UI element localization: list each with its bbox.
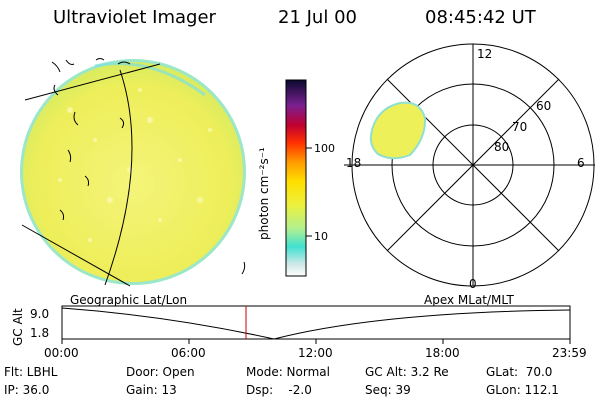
earth-disk-image <box>20 58 246 287</box>
altplot-x-tick: 12:00 <box>298 346 333 360</box>
altplot-x-tick: 18:00 <box>425 346 460 360</box>
polar-label-60: 60 <box>536 99 552 113</box>
info-gain: Gain: 13 <box>126 383 177 397</box>
colorbar <box>285 79 312 277</box>
info-dsp: Dsp: -2.0 <box>246 383 312 397</box>
time-label: 08:45:42 UT <box>425 7 536 28</box>
info-glat: GLat: 70.0 <box>486 365 553 379</box>
info-ip: IP: 36.0 <box>4 383 50 397</box>
altitude-plot <box>61 305 571 344</box>
polar-label-12: 12 <box>477 47 493 61</box>
polar-label-18: 18 <box>346 156 362 170</box>
info-seq: Seq: 39 <box>365 383 411 397</box>
altplot-x-tick: 00:00 <box>44 346 79 360</box>
polar-label-70: 70 <box>512 120 528 134</box>
altplot-x-tick: 23:59 <box>552 346 587 360</box>
altplot-left-title: Geographic Lat/Lon <box>70 293 188 307</box>
polar-plot <box>344 43 595 287</box>
altplot-x-tick: 06:00 <box>171 346 206 360</box>
colorbar-unit-label: photon cm⁻²s⁻¹ <box>257 147 271 240</box>
date-label: 21 Jul 00 <box>278 7 357 28</box>
polar-label-6: 6 <box>577 156 585 170</box>
instrument-title: Ultraviolet Imager <box>53 7 216 28</box>
colorbar-tick-10: 10 <box>314 230 328 243</box>
info-mode: Mode: Normal <box>246 365 330 379</box>
altplot-ylabel: GC Alt <box>11 308 25 346</box>
polar-auroral-blob <box>369 101 427 160</box>
polar-label-0: 0 <box>469 277 477 291</box>
info-filter: Flt: LBHL <box>4 365 58 379</box>
altplot-right-title: Apex MLat/MLT <box>424 293 514 307</box>
altplot-y-top: 9.0 <box>30 307 50 321</box>
colorbar-tick-100: 100 <box>314 142 335 155</box>
polar-label-80: 80 <box>494 140 510 154</box>
info-glon: GLon: 112.1 <box>486 383 559 397</box>
info-door: Door: Open <box>126 365 195 379</box>
altplot-y-bottom: 1.8 <box>30 326 50 340</box>
info-gcalt: GC Alt: 3.2 Re <box>365 365 449 379</box>
